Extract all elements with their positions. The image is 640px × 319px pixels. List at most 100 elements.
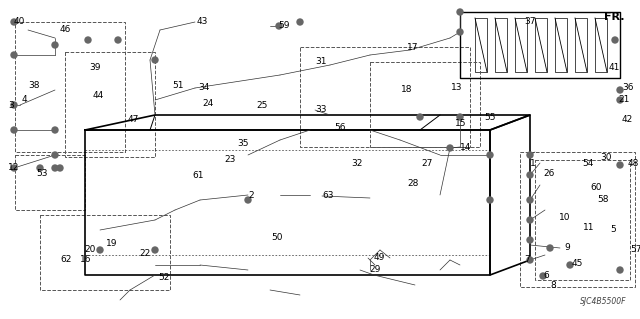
Bar <box>370 62 480 147</box>
Circle shape <box>487 197 493 203</box>
Text: 14: 14 <box>460 143 472 152</box>
Text: 58: 58 <box>597 196 609 204</box>
Text: 3: 3 <box>8 100 13 109</box>
Circle shape <box>612 37 618 43</box>
Text: 26: 26 <box>543 168 554 177</box>
Text: 32: 32 <box>351 159 362 167</box>
Bar <box>15 22 125 152</box>
Text: 52: 52 <box>158 272 170 281</box>
Bar <box>300 47 470 147</box>
Circle shape <box>85 37 91 43</box>
Circle shape <box>11 127 17 133</box>
Circle shape <box>540 273 546 279</box>
Text: 12: 12 <box>8 164 19 173</box>
Circle shape <box>617 162 623 168</box>
Text: 40: 40 <box>14 18 26 26</box>
Text: 46: 46 <box>60 26 72 34</box>
Circle shape <box>457 9 463 15</box>
Text: 47: 47 <box>128 115 140 124</box>
Circle shape <box>527 217 533 223</box>
Circle shape <box>152 57 158 63</box>
Circle shape <box>11 165 17 171</box>
Text: 30: 30 <box>600 153 611 162</box>
Text: 4: 4 <box>22 95 28 105</box>
Circle shape <box>617 87 623 93</box>
Text: 44: 44 <box>93 92 104 100</box>
Text: 24: 24 <box>202 100 213 108</box>
Text: 8: 8 <box>550 280 556 290</box>
Circle shape <box>457 29 463 35</box>
Circle shape <box>567 262 573 268</box>
Text: 33: 33 <box>315 106 326 115</box>
Text: 42: 42 <box>622 115 633 124</box>
Text: 9: 9 <box>564 243 570 253</box>
Bar <box>65 52 155 157</box>
Text: 48: 48 <box>628 159 639 167</box>
Text: FR.: FR. <box>604 12 625 22</box>
Text: 5: 5 <box>610 225 616 234</box>
Text: 28: 28 <box>407 180 419 189</box>
Circle shape <box>487 152 493 158</box>
Circle shape <box>297 19 303 25</box>
Text: 63: 63 <box>322 191 333 201</box>
Text: 7: 7 <box>524 256 530 264</box>
Circle shape <box>11 52 17 58</box>
Text: 59: 59 <box>278 21 289 31</box>
Text: 37: 37 <box>524 18 536 26</box>
Text: 38: 38 <box>28 81 40 91</box>
Text: 13: 13 <box>451 84 463 93</box>
Circle shape <box>57 165 63 171</box>
Circle shape <box>52 42 58 48</box>
Text: 39: 39 <box>89 63 100 72</box>
Text: 23: 23 <box>224 154 236 164</box>
Circle shape <box>447 145 453 151</box>
Circle shape <box>617 97 623 103</box>
Text: 50: 50 <box>271 234 282 242</box>
Circle shape <box>547 245 553 251</box>
Text: 19: 19 <box>106 240 118 249</box>
Text: 53: 53 <box>36 168 47 177</box>
Circle shape <box>245 197 251 203</box>
Text: 29: 29 <box>369 265 380 275</box>
Circle shape <box>527 237 533 243</box>
Text: 6: 6 <box>543 271 548 280</box>
Circle shape <box>11 19 17 25</box>
Circle shape <box>52 165 58 171</box>
Text: 17: 17 <box>407 42 419 51</box>
Text: 16: 16 <box>80 256 92 264</box>
Text: 49: 49 <box>374 254 385 263</box>
Circle shape <box>527 172 533 178</box>
Text: 27: 27 <box>421 160 433 168</box>
Text: 2: 2 <box>248 190 253 199</box>
Circle shape <box>417 114 423 120</box>
Circle shape <box>527 257 533 263</box>
Text: 35: 35 <box>237 138 248 147</box>
Text: 51: 51 <box>172 80 184 90</box>
Text: 54: 54 <box>582 159 593 167</box>
Text: 20: 20 <box>84 246 95 255</box>
Text: 36: 36 <box>622 84 634 93</box>
Bar <box>535 160 630 280</box>
Text: 1: 1 <box>530 159 536 167</box>
Bar <box>520 152 635 287</box>
Text: 22: 22 <box>139 249 150 258</box>
Circle shape <box>97 247 103 253</box>
Text: 55: 55 <box>484 113 495 122</box>
Bar <box>40 215 170 290</box>
Text: 15: 15 <box>455 120 467 129</box>
Text: 10: 10 <box>559 213 570 222</box>
Circle shape <box>52 127 58 133</box>
Circle shape <box>457 114 463 120</box>
Text: 43: 43 <box>197 18 209 26</box>
Text: 60: 60 <box>590 182 602 191</box>
Circle shape <box>11 102 17 108</box>
Text: 25: 25 <box>256 100 268 109</box>
Text: 31: 31 <box>315 56 326 65</box>
Text: SJC4B5500F: SJC4B5500F <box>580 297 627 306</box>
Circle shape <box>276 23 282 29</box>
Text: 18: 18 <box>401 85 413 94</box>
Bar <box>15 155 85 210</box>
Text: 45: 45 <box>572 259 584 269</box>
Circle shape <box>52 152 58 158</box>
Circle shape <box>37 165 43 171</box>
